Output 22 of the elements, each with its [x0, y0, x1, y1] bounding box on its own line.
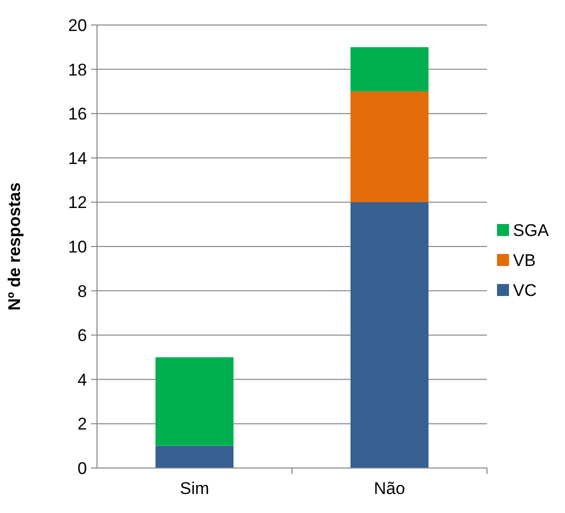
- y-tick-label: 4: [78, 370, 87, 390]
- y-tick-label: 2: [78, 414, 87, 434]
- legend-label: VC: [513, 280, 537, 300]
- y-tick-label: 16: [68, 104, 87, 124]
- x-tick-label: Sim: [180, 479, 210, 498]
- bar: [350, 91, 428, 202]
- y-tick-label: 18: [68, 60, 87, 80]
- y-tick-label: 14: [68, 148, 87, 168]
- y-tick-label: 10: [68, 237, 87, 256]
- legend-label: SGA: [513, 220, 550, 240]
- y-tick-label: 12: [68, 193, 87, 212]
- bar: [156, 357, 234, 446]
- bar: [350, 202, 428, 468]
- bar: [350, 47, 428, 92]
- y-axis-title: Nº de respostas: [5, 182, 24, 311]
- x-tick-label: Não: [374, 479, 406, 498]
- y-tick-label: 8: [78, 282, 87, 301]
- y-tick-label: 20: [68, 16, 87, 35]
- bar: [156, 446, 234, 468]
- legend-label: VB: [513, 250, 536, 270]
- y-tick-label: 0: [78, 458, 87, 478]
- y-tick-label: 6: [78, 326, 87, 346]
